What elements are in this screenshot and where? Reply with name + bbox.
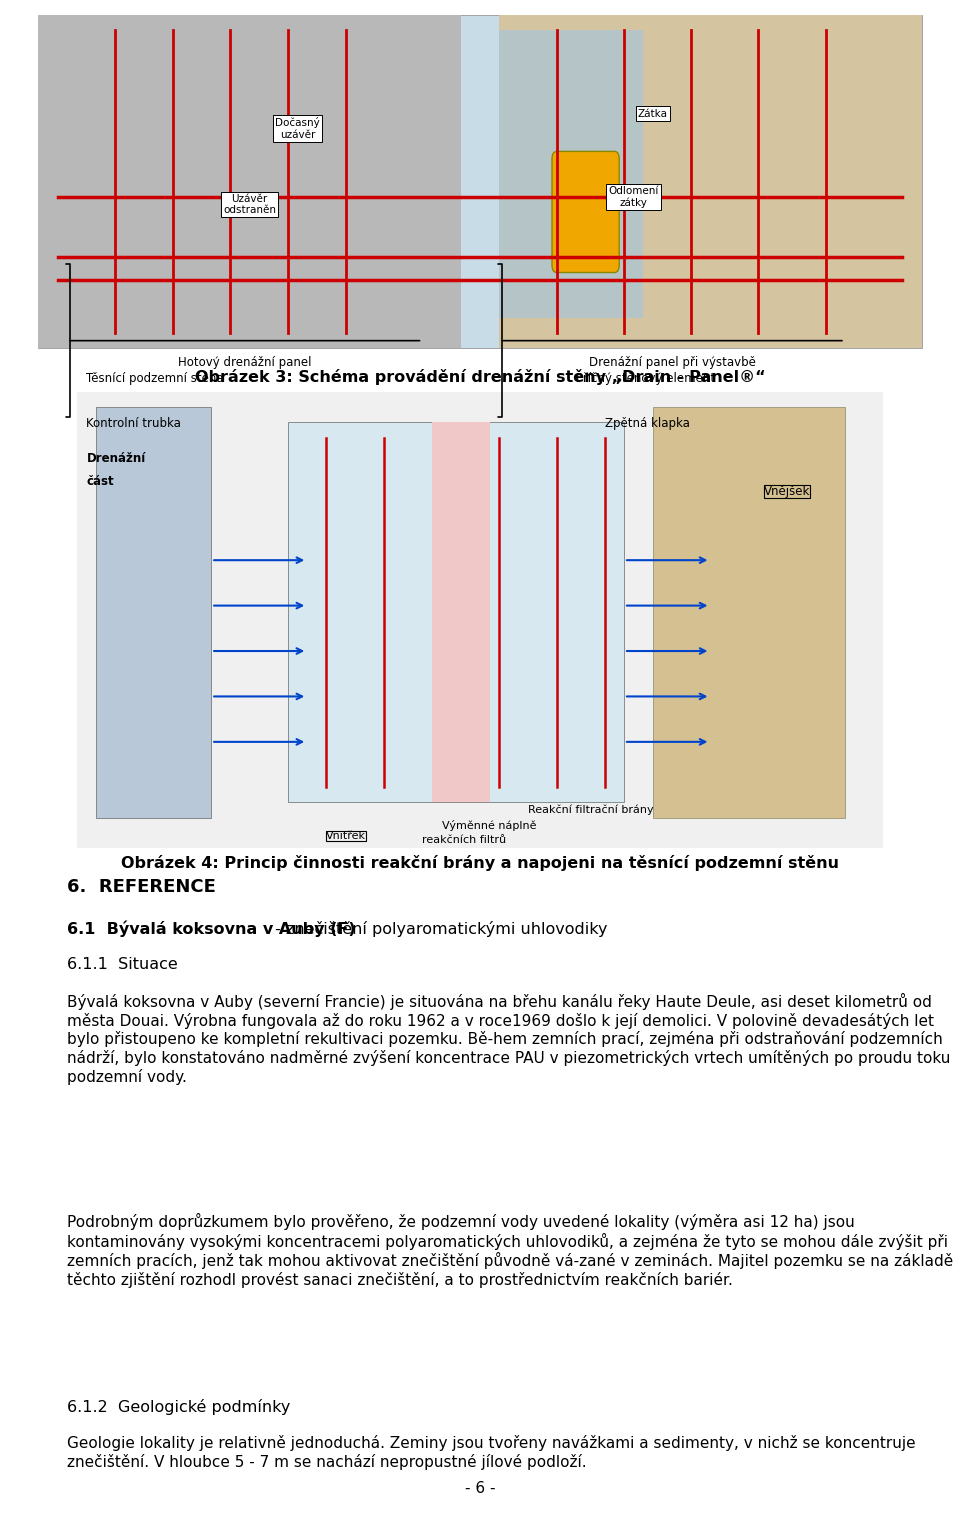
Text: 6.1.1  Situace: 6.1.1 Situace — [67, 957, 178, 972]
FancyBboxPatch shape — [38, 15, 922, 348]
Text: Geologie lokality je relativně jednoduchá. Zeminy jsou tvořeny navážkami a sedim: Geologie lokality je relativně jednoduch… — [67, 1435, 916, 1470]
Polygon shape — [653, 407, 845, 818]
Text: Zátka: Zátka — [637, 109, 668, 118]
Text: Výměnné náplně: Výměnné náplně — [442, 819, 536, 831]
Text: Těsnící podzemní stěna: Těsnící podzemní stěna — [86, 371, 224, 385]
Text: Uzávěr
odstraněn: Uzávěr odstraněn — [223, 194, 276, 215]
Text: Obrázek 3: Schéma provádění drenážní stěny „Drain - Panel®“: Obrázek 3: Schéma provádění drenážní stě… — [195, 369, 765, 386]
Text: 6.1  Bývalá koksovna v Auby (F): 6.1 Bývalá koksovna v Auby (F) — [67, 921, 356, 937]
Text: Hotový drenážní panel: Hotový drenážní panel — [178, 356, 312, 369]
Text: Odlomení
zátky: Odlomení zátky — [609, 186, 659, 207]
Text: Drenážní: Drenážní — [86, 451, 146, 465]
Text: - znečištění polyaromatickými uhlovodiky: - znečištění polyaromatickými uhlovodiky — [270, 921, 607, 937]
Polygon shape — [288, 422, 624, 802]
Text: Vnitřek: Vnitřek — [325, 831, 366, 840]
Bar — [77, 392, 883, 848]
Text: reakčních filtrů: reakčních filtrů — [422, 836, 507, 845]
Bar — [432, 422, 490, 802]
Polygon shape — [96, 407, 211, 818]
Text: 6.1.2  Geologické podmínky: 6.1.2 Geologické podmínky — [67, 1399, 291, 1416]
Text: Dočasný
uzávěr: Dočasný uzávěr — [276, 118, 320, 139]
Text: Podrobným doprůzkumem bylo prověřeno, že podzemní vody uvedené lokality (výměra : Podrobným doprůzkumem bylo prověřeno, že… — [67, 1213, 953, 1288]
Bar — [499, 30, 643, 318]
Text: Reakční filtrační brány: Reakční filtrační brány — [528, 805, 654, 815]
Text: 6.  REFERENCE: 6. REFERENCE — [67, 878, 216, 896]
Bar — [499, 15, 922, 348]
Text: - 6 -: - 6 - — [465, 1481, 495, 1496]
Text: Zpětná klapka: Zpětná klapka — [605, 416, 689, 430]
Text: Příčný stěnový element: Příčný stěnový element — [576, 371, 715, 385]
Bar — [38, 15, 461, 348]
Text: Vnějšek: Vnějšek — [764, 484, 810, 498]
Text: Bývalá koksovna v Auby (severní Francie) je situována na břehu kanálu řeky Haute: Bývalá koksovna v Auby (severní Francie)… — [67, 993, 950, 1084]
Text: Kontrolní trubka: Kontrolní trubka — [86, 416, 181, 430]
FancyBboxPatch shape — [552, 151, 619, 273]
Text: Obrázek 4: Princip činnosti reakční brány a napojeni na těsnící podzemní stěnu: Obrázek 4: Princip činnosti reakční brán… — [121, 855, 839, 872]
Text: Drenážní panel při výstavbě: Drenážní panel při výstavbě — [588, 356, 756, 369]
Text: část: část — [86, 474, 114, 488]
